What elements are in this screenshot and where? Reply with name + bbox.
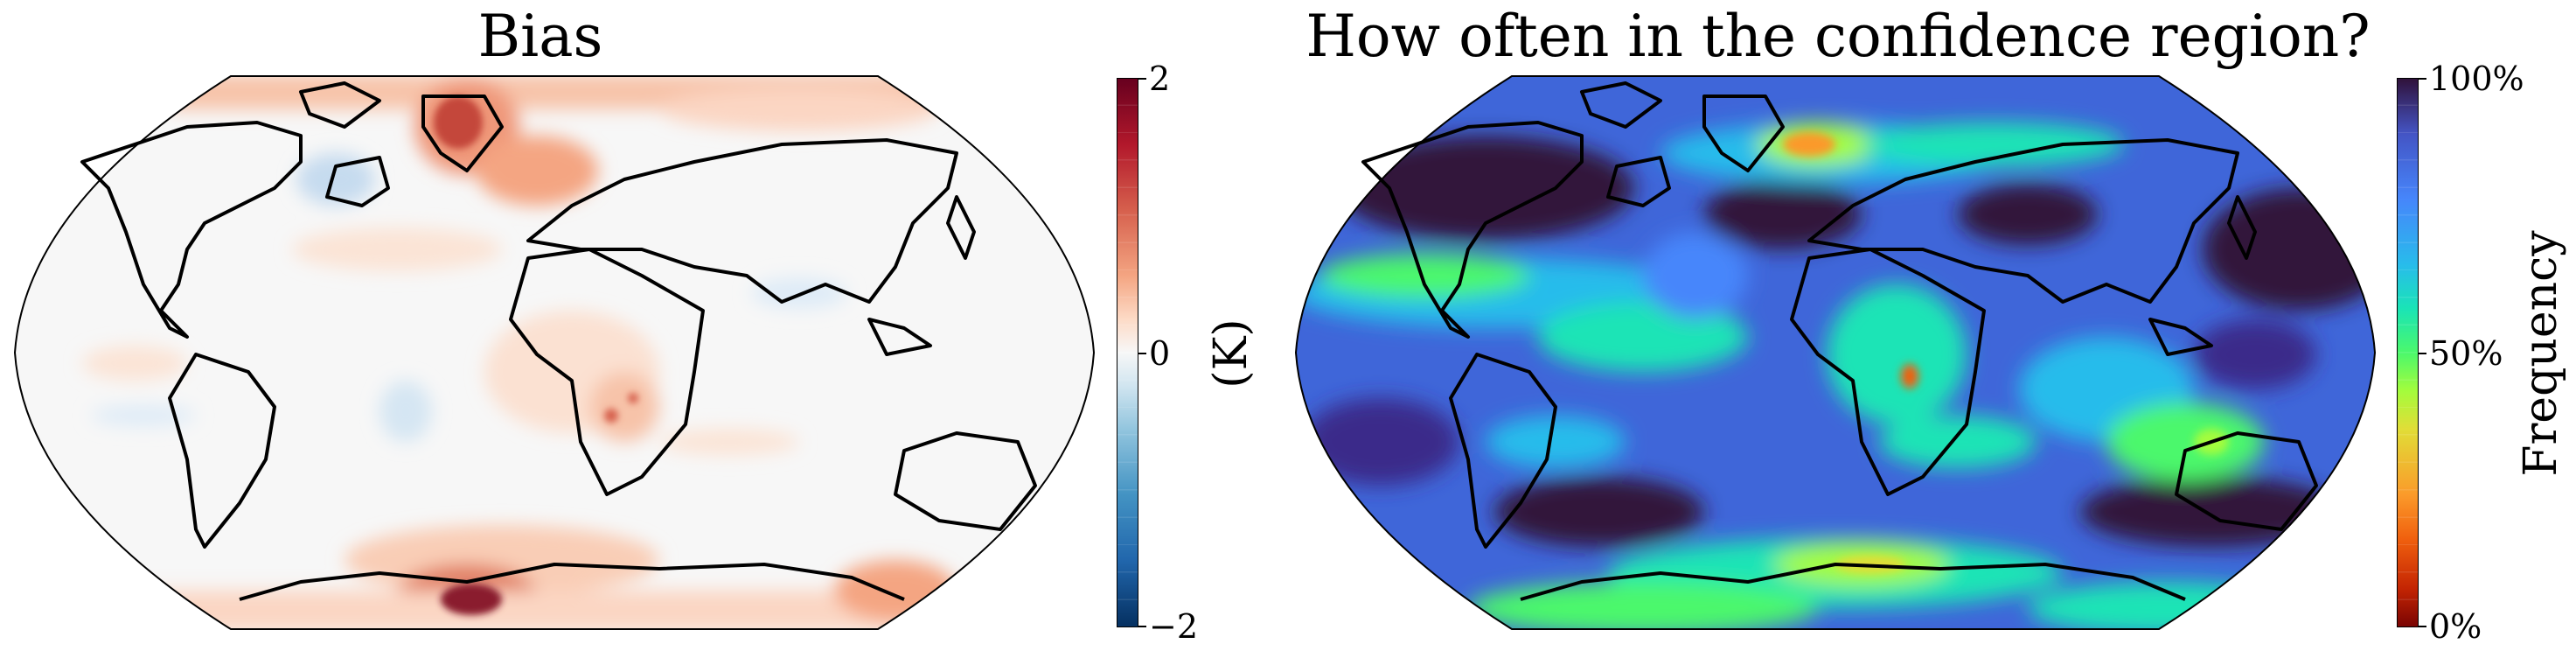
bias-tick-mark-top	[1138, 78, 1146, 80]
frequency-field	[1296, 76, 2375, 629]
bias-tick-label-max: 2	[1149, 60, 1171, 98]
bias-colorbar	[1117, 78, 1138, 627]
bias-field	[15, 76, 1094, 629]
frequency-colorbar-label: Frequency	[2515, 230, 2567, 477]
frequency-colorbar	[2397, 78, 2419, 627]
frequency-tick-label-max: 100%	[2429, 60, 2524, 98]
coastlines-right	[1361, 81, 2318, 601]
bias-tick-mark-bottom	[1138, 626, 1146, 627]
frequency-tick-mark-bottom	[2419, 626, 2426, 627]
frequency-tick-mark-mid	[2419, 353, 2426, 354]
frequency-tick-mark-top	[2419, 78, 2426, 80]
frequency-map	[1294, 75, 2377, 630]
bias-tick-label-min: −2	[1149, 607, 1199, 646]
frequency-map-title: How often in the confidence region?	[1305, 3, 2371, 70]
bias-tick-label-zero: 0	[1149, 334, 1171, 373]
bias-map	[13, 75, 1096, 630]
coastlines	[80, 81, 1037, 601]
frequency-tick-label-min: 0%	[2429, 607, 2482, 646]
bias-colorbar-label: (K)	[1205, 318, 1257, 388]
bias-tick-mark-mid	[1138, 353, 1146, 354]
bias-map-title: Bias	[477, 3, 603, 70]
frequency-tick-label-mid: 50%	[2429, 334, 2503, 373]
